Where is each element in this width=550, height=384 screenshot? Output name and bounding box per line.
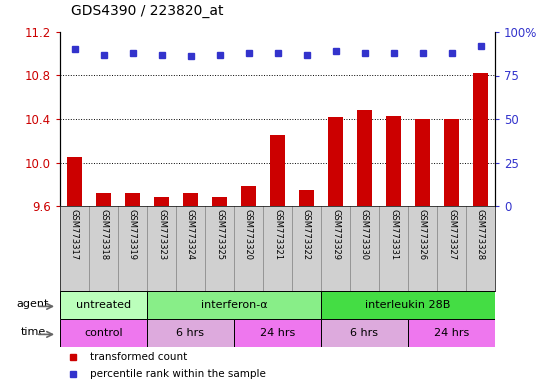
Bar xyxy=(358,110,372,206)
Bar xyxy=(270,135,285,206)
Bar xyxy=(60,291,147,319)
Bar xyxy=(415,119,430,206)
Text: percentile rank within the sample: percentile rank within the sample xyxy=(90,369,266,379)
Text: 24 hrs: 24 hrs xyxy=(434,328,469,338)
Text: GSM773320: GSM773320 xyxy=(244,209,253,260)
Bar xyxy=(328,117,343,206)
Text: time: time xyxy=(20,327,46,337)
Text: GSM773325: GSM773325 xyxy=(215,209,224,260)
Text: 24 hrs: 24 hrs xyxy=(260,328,295,338)
Text: GSM773321: GSM773321 xyxy=(273,209,282,260)
Text: 6 hrs: 6 hrs xyxy=(177,328,205,338)
Text: control: control xyxy=(84,328,123,338)
Bar xyxy=(147,319,234,347)
Bar xyxy=(408,319,495,347)
Text: GDS4390 / 223820_at: GDS4390 / 223820_at xyxy=(71,4,223,18)
Text: GSM773319: GSM773319 xyxy=(128,209,137,260)
Text: GSM773322: GSM773322 xyxy=(302,209,311,260)
Text: GSM773331: GSM773331 xyxy=(389,209,398,260)
Bar xyxy=(321,291,495,319)
Text: interleukin 28B: interleukin 28B xyxy=(365,300,450,310)
Text: GSM773329: GSM773329 xyxy=(331,209,340,260)
Bar xyxy=(386,116,401,206)
Text: interferon-α: interferon-α xyxy=(201,300,267,310)
Text: GSM773317: GSM773317 xyxy=(70,209,79,260)
Text: GSM773324: GSM773324 xyxy=(186,209,195,260)
Bar xyxy=(473,73,488,206)
Bar xyxy=(241,186,256,206)
Bar xyxy=(321,319,408,347)
Text: GSM773323: GSM773323 xyxy=(157,209,166,260)
Bar xyxy=(154,197,169,206)
Text: GSM773330: GSM773330 xyxy=(360,209,369,260)
Bar xyxy=(234,319,321,347)
Text: GSM773327: GSM773327 xyxy=(447,209,456,260)
Text: GSM773318: GSM773318 xyxy=(99,209,108,260)
Bar xyxy=(147,291,321,319)
Text: GSM773326: GSM773326 xyxy=(418,209,427,260)
Bar xyxy=(60,319,147,347)
Text: agent: agent xyxy=(17,299,49,309)
Bar xyxy=(299,190,314,206)
Bar xyxy=(183,193,198,206)
Text: GSM773328: GSM773328 xyxy=(476,209,485,260)
Text: transformed count: transformed count xyxy=(90,352,188,362)
Bar xyxy=(444,119,459,206)
Bar xyxy=(67,157,82,206)
Bar xyxy=(96,193,111,206)
Text: untreated: untreated xyxy=(76,300,131,310)
Bar xyxy=(125,193,140,206)
Text: 6 hrs: 6 hrs xyxy=(350,328,378,338)
Bar xyxy=(212,197,227,206)
